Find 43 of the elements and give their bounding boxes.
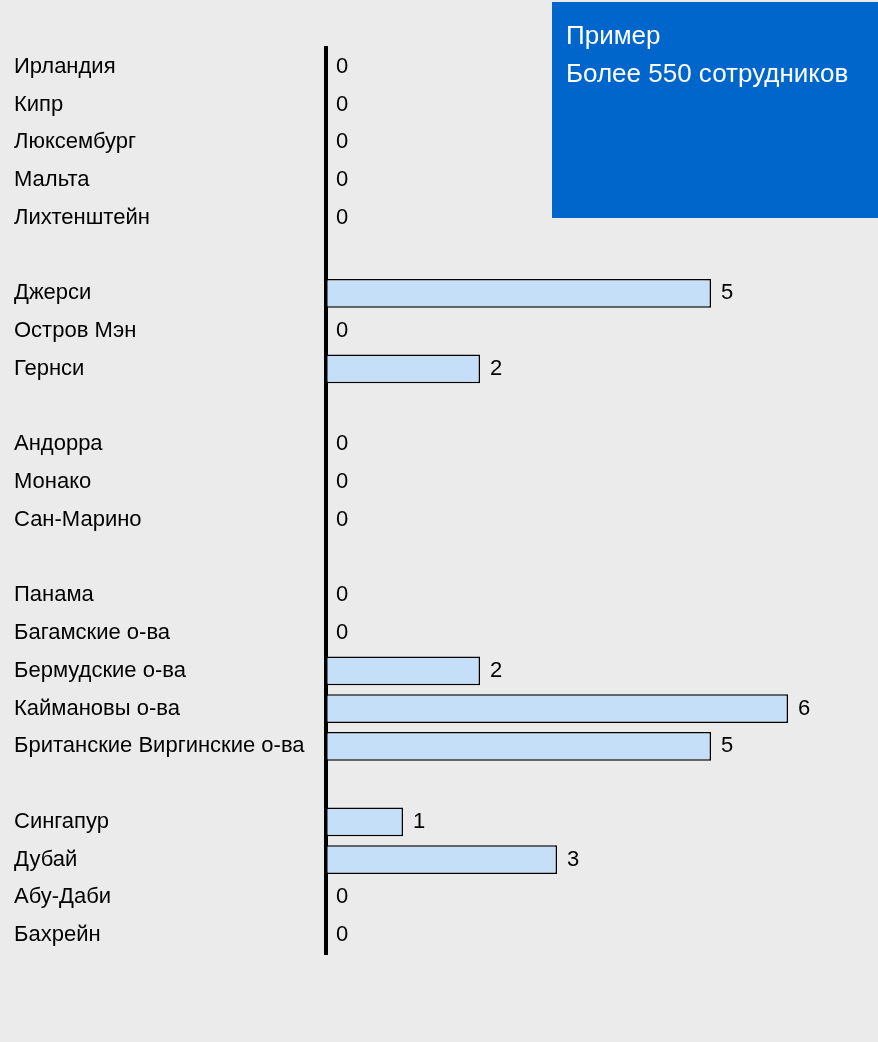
y-tick-label: Мальта (14, 166, 91, 192)
y-tick-label: Остров Мэн (14, 317, 137, 343)
data-label: 0 (336, 166, 349, 192)
y-tick-label: Андорра (14, 430, 104, 456)
y-tick-label: Багамские о-ва (14, 619, 171, 645)
data-label: 0 (336, 505, 349, 531)
annotation: Более 550 сотрудников (566, 57, 850, 90)
data-label: 0 (336, 52, 349, 78)
y-tick-label: Бахрейн (14, 921, 101, 947)
y-tick-label: Британские Виргинские о-ва (14, 732, 306, 758)
data-label: 1 (413, 807, 426, 833)
y-tick-label: Люксембург (14, 128, 137, 154)
y-tick-label: Каймановы о-ва (14, 694, 181, 720)
y-tick-label: Бермудские о-ва (14, 656, 187, 682)
y-tick-label: Лихтенштейн (14, 203, 150, 229)
data-label: 5 (721, 732, 734, 758)
data-label: 6 (798, 694, 811, 720)
annotation: Пример (566, 19, 662, 52)
info-panel: Пример Более 550 сотрудников (552, 2, 878, 218)
data-label: 0 (336, 203, 349, 229)
y-tick-label: Сан-Марино (14, 505, 142, 531)
data-label: 2 (490, 354, 503, 380)
data-label: 0 (336, 619, 349, 645)
y-tick-label: Гернси (14, 354, 85, 380)
y-tick-label: Монако (14, 468, 92, 494)
data-label: 0 (336, 581, 349, 607)
y-tick-label: Сингапур (14, 807, 110, 833)
data-label: 0 (336, 90, 349, 116)
data-label: 2 (490, 656, 503, 682)
y-tick-label: Джерси (14, 279, 92, 305)
y-tick-label: Дубай (14, 845, 78, 871)
data-label: 0 (336, 883, 349, 909)
data-label: 0 (336, 468, 349, 494)
y-tick-label: Кипр (14, 90, 64, 116)
data-label: 0 (336, 921, 349, 947)
data-label: 0 (336, 128, 349, 154)
y-tick-label: Панама (14, 581, 95, 607)
data-label: 0 (336, 317, 349, 343)
y-tick-label: Ирландия (14, 52, 116, 78)
data-label: 3 (567, 845, 580, 871)
data-label: 0 (336, 430, 349, 456)
data-label: 5 (721, 279, 734, 305)
y-tick-label: Абу-Даби (14, 883, 112, 909)
